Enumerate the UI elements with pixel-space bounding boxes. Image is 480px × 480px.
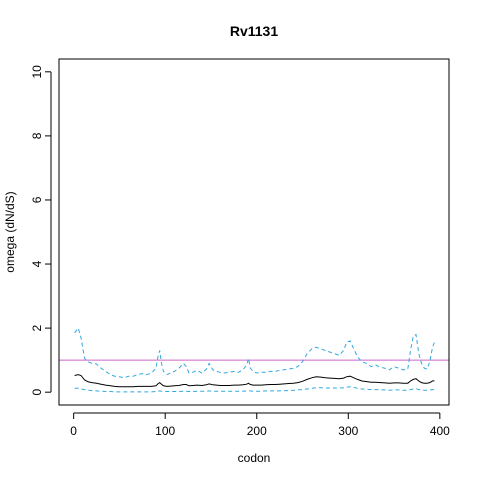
x-axis-label: codon [238, 451, 271, 465]
y-axis-label: omega (dN/dS) [3, 191, 17, 272]
chart-title: Rv1131 [230, 23, 278, 39]
x-tick-label: 200 [247, 424, 267, 438]
series-line-lower-ci [74, 386, 435, 393]
series-line-upper-ci [74, 327, 435, 379]
y-tick-label: 10 [30, 65, 44, 79]
y-axis: 0 2 4 6 8 10 [30, 65, 52, 396]
y-tick-label: 0 [30, 389, 44, 396]
x-axis: 0 100 200 300 400 [70, 412, 450, 438]
plot-area [59, 327, 449, 393]
y-tick-label: 8 [30, 132, 44, 139]
x-tick-label: 0 [70, 424, 77, 438]
plot-frame [58, 58, 450, 406]
y-tick-label: 2 [30, 324, 44, 331]
y-tick-label: 6 [30, 196, 44, 203]
x-tick-label: 100 [155, 424, 175, 438]
x-tick-label: 300 [338, 424, 358, 438]
x-tick-label: 400 [430, 424, 450, 438]
y-tick-label: 4 [30, 260, 44, 267]
series-line-estimate [74, 374, 435, 388]
